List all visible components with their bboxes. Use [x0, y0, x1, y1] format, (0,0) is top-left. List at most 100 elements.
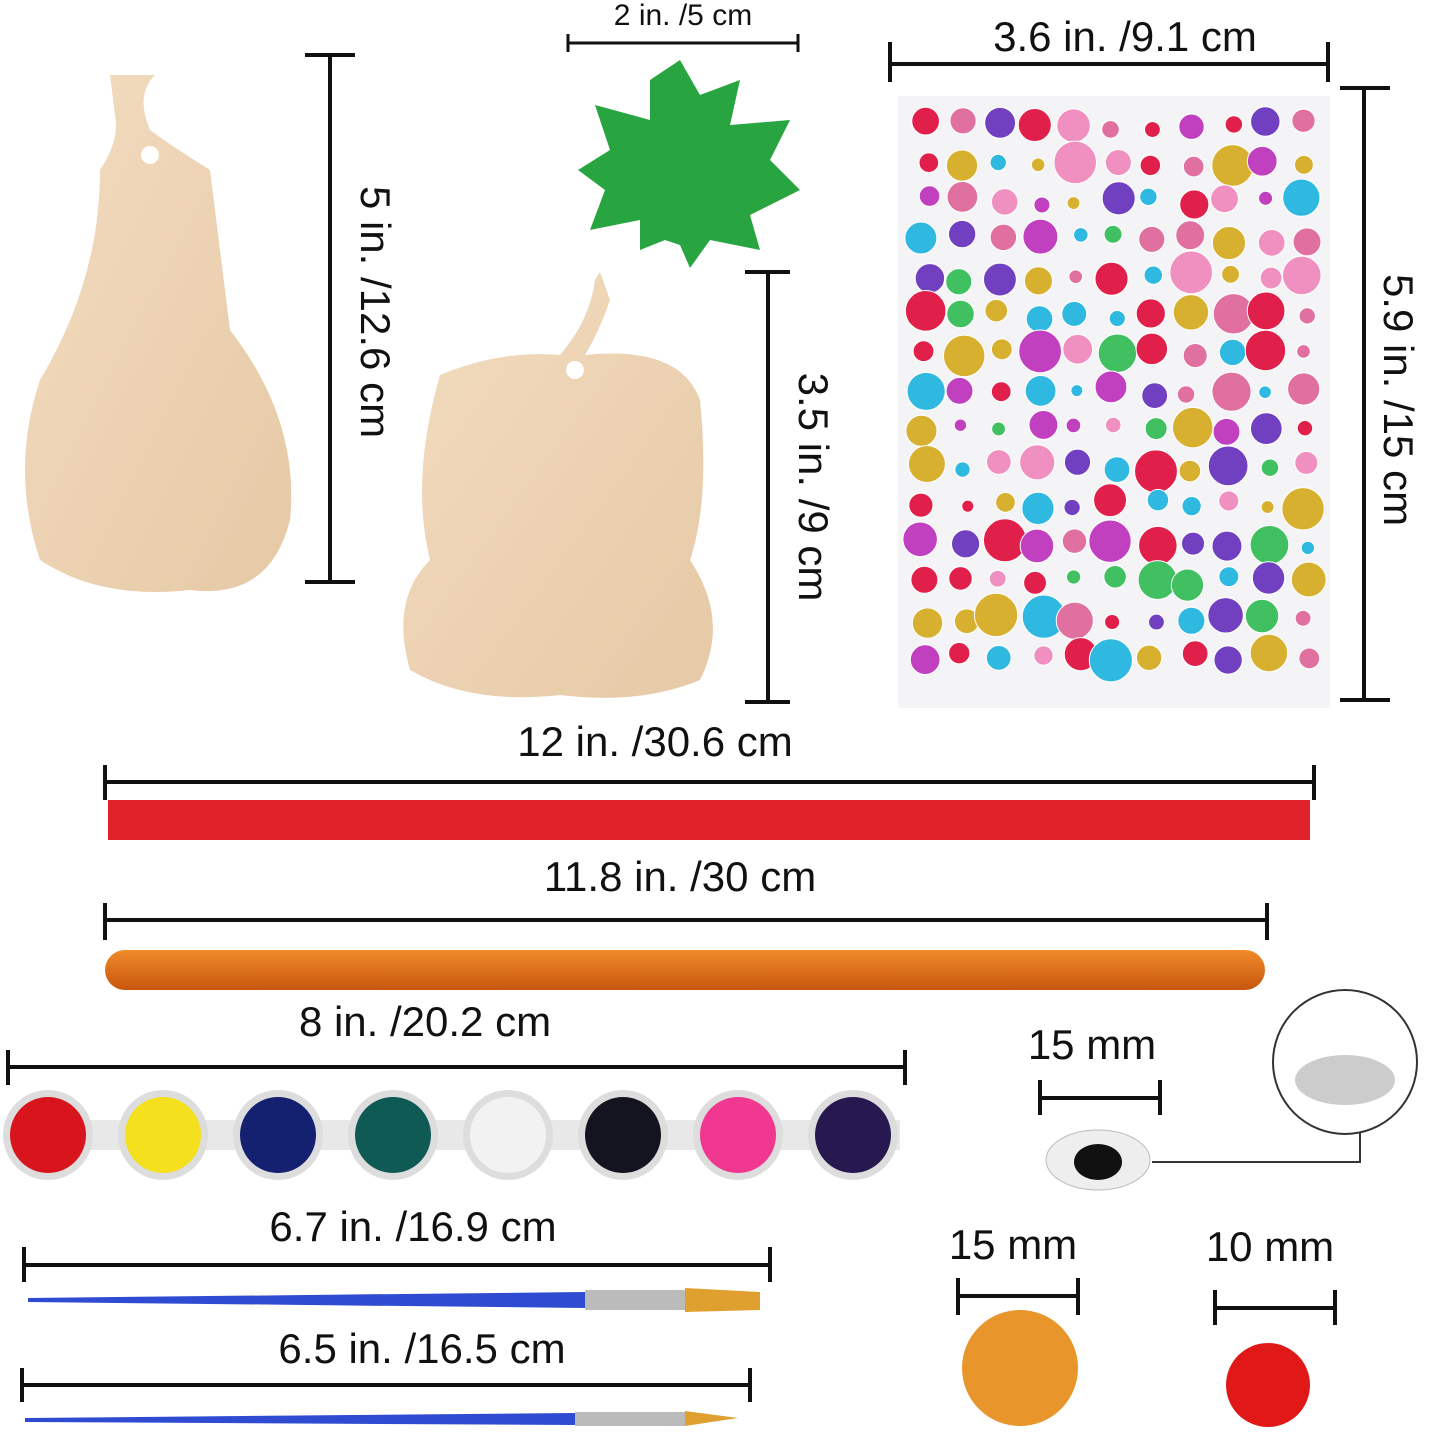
hole	[141, 146, 159, 164]
gem	[1104, 416, 1122, 434]
gem	[1281, 487, 1325, 531]
gem	[942, 334, 986, 378]
brush-ferrule	[585, 1290, 685, 1310]
gem	[1298, 307, 1316, 325]
gem	[1135, 332, 1169, 366]
brush-bristles	[685, 1411, 738, 1426]
gem	[1218, 566, 1240, 588]
dimension-line	[22, 1247, 772, 1282]
gem	[1094, 370, 1128, 404]
gem	[1139, 154, 1162, 177]
gem	[905, 414, 938, 447]
gem	[1282, 178, 1321, 217]
gem	[1259, 266, 1283, 290]
gem	[1292, 227, 1322, 257]
gem	[906, 371, 946, 411]
gem	[1025, 305, 1054, 333]
gem	[911, 607, 944, 639]
gem	[948, 641, 971, 665]
brush-ferrule	[575, 1412, 685, 1426]
gem	[1138, 525, 1178, 566]
gem	[1218, 490, 1240, 512]
gem	[1097, 333, 1138, 373]
gem	[1101, 181, 1136, 216]
foam-leaf	[578, 60, 800, 268]
gem	[1249, 412, 1283, 445]
dimension-line	[6, 1050, 907, 1085]
gem	[1146, 488, 1170, 512]
dimension-line	[745, 270, 790, 704]
paint	[585, 1097, 661, 1173]
gem	[1033, 645, 1054, 666]
gem	[1258, 385, 1272, 399]
gem	[1018, 329, 1062, 374]
gem	[961, 499, 975, 513]
gem	[1212, 417, 1241, 446]
gem	[908, 492, 934, 518]
dimension-line	[103, 765, 1316, 800]
gem	[1061, 300, 1088, 327]
dimension-label: 5 in. /12.6 cm	[352, 186, 399, 438]
paint	[470, 1097, 546, 1173]
gem	[1179, 189, 1210, 220]
gem	[1244, 598, 1280, 634]
gem	[1104, 148, 1132, 177]
gem	[954, 461, 971, 478]
gems	[902, 106, 1327, 683]
gem	[1287, 372, 1321, 406]
gem	[1028, 409, 1059, 440]
gem	[1211, 530, 1243, 562]
gem	[1249, 633, 1289, 673]
gem	[1070, 384, 1084, 398]
gem	[990, 381, 1012, 403]
gem	[990, 338, 1013, 361]
gem	[1244, 329, 1287, 372]
gem	[1207, 445, 1249, 487]
gem	[1282, 255, 1322, 296]
gem	[1250, 106, 1281, 137]
dimension-label: 6.5 in. /16.5 cm	[278, 1325, 565, 1372]
gem	[912, 340, 935, 363]
gem	[1260, 500, 1275, 515]
gem	[948, 566, 973, 591]
eye-back	[1295, 1055, 1395, 1105]
dimension-label: 15 mm	[949, 1221, 1077, 1268]
gem	[1088, 638, 1133, 683]
gem	[1137, 560, 1178, 600]
wood-gourd	[25, 75, 292, 592]
gem	[984, 298, 1009, 323]
gem	[1148, 613, 1165, 631]
dimension-line	[305, 53, 355, 584]
gem	[1055, 601, 1094, 640]
gem	[1221, 264, 1241, 284]
gem	[1170, 568, 1205, 602]
gem	[945, 149, 979, 182]
gem	[1211, 225, 1247, 261]
gem	[1065, 569, 1082, 585]
gem	[1181, 531, 1206, 556]
gem	[1218, 338, 1247, 367]
gem	[1068, 269, 1084, 284]
gem	[1210, 184, 1239, 214]
gem	[1181, 640, 1209, 668]
gem	[1177, 606, 1206, 635]
gem	[1108, 309, 1126, 328]
paint-strip	[3, 1090, 900, 1180]
brush-handle	[28, 1292, 585, 1308]
dimension-line	[20, 1368, 752, 1402]
ribbon	[108, 800, 1310, 840]
dimension-line	[1340, 86, 1390, 702]
paint	[815, 1097, 891, 1173]
dimension-line	[1213, 1290, 1337, 1325]
pipe-cleaner	[105, 950, 1265, 990]
dimension-label: 15 mm	[1028, 1021, 1156, 1068]
red-pom-pom	[1226, 1343, 1310, 1427]
gem	[1182, 342, 1208, 369]
gem	[1260, 458, 1280, 477]
gem	[990, 188, 1019, 216]
gem	[1101, 120, 1120, 139]
gem	[911, 106, 940, 136]
gem	[1211, 371, 1252, 412]
gem	[914, 263, 946, 294]
